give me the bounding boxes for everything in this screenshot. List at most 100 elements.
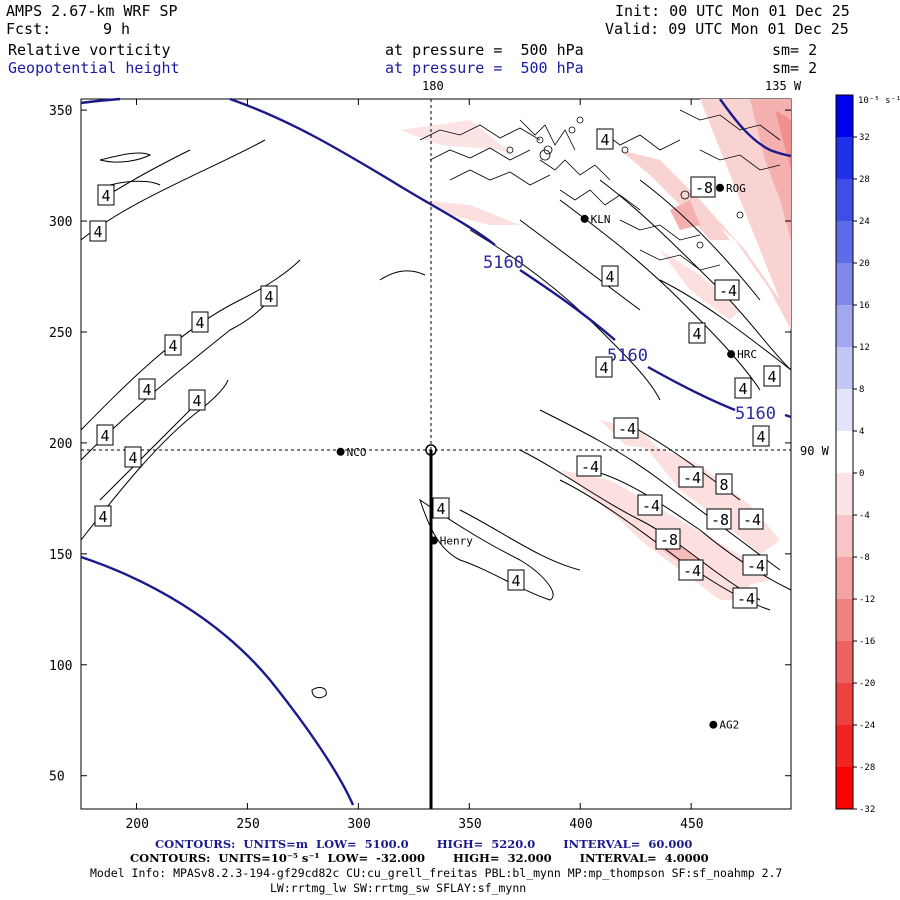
valid-time: Valid: 09 UTC Mon 01 Dec 25 bbox=[605, 20, 849, 38]
svg-text:4: 4 bbox=[129, 449, 138, 467]
negative-vorticity-label: -8 bbox=[706, 508, 732, 530]
field2-smoothing: sm= 2 bbox=[772, 59, 818, 77]
svg-text:4: 4 bbox=[143, 381, 152, 399]
x-tick-label: 250 bbox=[236, 817, 259, 832]
positive-vorticity-label: 4 bbox=[191, 311, 209, 333]
x-tick-label: 200 bbox=[125, 817, 148, 832]
field1-smoothing: sm= 2 bbox=[772, 41, 818, 59]
negative-vorticity-label: -4 bbox=[678, 466, 704, 488]
colorbar-swatch bbox=[836, 767, 853, 810]
colorbar-label: -12 bbox=[859, 595, 875, 605]
svg-text:4: 4 bbox=[101, 427, 110, 445]
svg-text:4: 4 bbox=[169, 337, 178, 355]
y-tick-label: 150 bbox=[49, 548, 72, 563]
height-contour-info: CONTOURS: UNITS=m LOW= 5100.0 HIGH= 5220… bbox=[155, 837, 693, 851]
colorbar-label: 28 bbox=[859, 175, 870, 185]
model-info-physics: LW:rrtmg_lw SW:rrtmg_sw SFLAY:sf_mynn bbox=[270, 881, 527, 895]
colorbar-swatch bbox=[836, 599, 853, 642]
map-axes: 200 250 300 350 400 450 350 300 250 200 150 100 50 bbox=[49, 99, 791, 832]
svg-text:-8: -8 bbox=[695, 179, 713, 197]
svg-text:-4: -4 bbox=[642, 497, 660, 515]
svg-text:4: 4 bbox=[601, 131, 610, 149]
colorbar-swatch bbox=[836, 725, 853, 768]
station-label: HRC bbox=[737, 348, 757, 361]
colorbar-swatch bbox=[836, 263, 853, 306]
svg-text:4: 4 bbox=[693, 325, 702, 343]
positive-vorticity-label: 4 bbox=[596, 128, 614, 150]
station-dot bbox=[716, 183, 724, 192]
colorbar-label: -16 bbox=[859, 637, 875, 647]
colorbar-swatch bbox=[836, 305, 853, 348]
colorbar-label: -24 bbox=[859, 721, 875, 731]
colorbar-swatch bbox=[836, 389, 853, 432]
y-tick-label: 300 bbox=[49, 215, 72, 230]
colorbar-swatch bbox=[836, 221, 853, 264]
station-label: NCO bbox=[347, 446, 367, 459]
field1-level: at pressure = 500 hPa bbox=[385, 41, 584, 59]
colorbar-swatch bbox=[836, 515, 853, 558]
x-tick-label: 300 bbox=[347, 817, 370, 832]
station-dot bbox=[709, 720, 718, 729]
negative-vorticity-label: -8 bbox=[655, 528, 681, 550]
colorbar-swatch bbox=[836, 557, 853, 600]
x-tick-label: 400 bbox=[569, 817, 592, 832]
lon-label-180: 180 bbox=[422, 79, 444, 93]
positive-vorticity-label: 4 bbox=[688, 322, 706, 344]
positive-vorticity-label: 4 bbox=[138, 378, 156, 400]
positive-vorticity-label: 4 bbox=[734, 377, 752, 399]
height-label: 5160 bbox=[735, 404, 776, 424]
colorbar-label: 32 bbox=[859, 133, 870, 143]
field2-name: Geopotential height bbox=[8, 59, 180, 77]
colorbar-swatch bbox=[836, 683, 853, 726]
svg-text:4: 4 bbox=[768, 368, 777, 386]
station-dot bbox=[336, 447, 345, 456]
positive-vorticity-label: 4 bbox=[124, 446, 142, 468]
svg-text:-8: -8 bbox=[711, 511, 729, 529]
vorticity-contour-cluster bbox=[419, 109, 781, 271]
positive-vorticity-label: 4 bbox=[763, 365, 781, 387]
negative-vorticity-label: -4 bbox=[738, 508, 764, 530]
svg-text:-4: -4 bbox=[581, 458, 599, 476]
negative-vorticity-label: -4 bbox=[678, 559, 704, 581]
colorbar-label: 24 bbox=[859, 217, 870, 227]
positive-vorticity-label: 4 bbox=[188, 389, 206, 411]
field2-level: at pressure = 500 hPa bbox=[385, 59, 584, 77]
colorbar-swatch bbox=[836, 95, 853, 138]
station-dot bbox=[429, 536, 438, 545]
south-pole-marker bbox=[425, 444, 437, 456]
geopotential-height-contours bbox=[80, 97, 792, 806]
colorbar-unit: 10⁻⁵ s⁻¹ bbox=[858, 96, 900, 106]
negative-vorticity-label: -4 bbox=[714, 279, 740, 301]
svg-text:4: 4 bbox=[437, 500, 446, 518]
colorbar-label: 12 bbox=[859, 343, 870, 353]
svg-text:4: 4 bbox=[512, 572, 521, 590]
colorbar-label: -28 bbox=[859, 763, 875, 773]
station-markers: NCO Henry AG2 HRC ROG KLN bbox=[336, 182, 757, 732]
height-label: 5160 bbox=[607, 346, 648, 366]
x-tick-label: 350 bbox=[458, 817, 481, 832]
vorticity-contour-info: CONTOURS: UNITS=10⁻⁵ s⁻¹ LOW= -32.000 HI… bbox=[130, 851, 709, 865]
svg-text:4: 4 bbox=[600, 359, 609, 377]
svg-text:-4: -4 bbox=[683, 562, 701, 580]
station-dot bbox=[727, 350, 736, 359]
svg-text:-4: -4 bbox=[618, 420, 636, 438]
colorbar-swatch bbox=[836, 641, 853, 684]
colorbar-label: -4 bbox=[859, 511, 870, 521]
positive-vorticity-label: 4 bbox=[164, 334, 182, 356]
station-dot bbox=[580, 214, 589, 223]
y-tick-label: 50 bbox=[49, 770, 65, 785]
colorbar-label: 8 bbox=[859, 385, 864, 395]
colorbar-swatch bbox=[836, 137, 853, 180]
init-time: Init: 00 UTC Mon 01 Dec 25 bbox=[615, 2, 850, 20]
svg-text:4: 4 bbox=[193, 392, 202, 410]
svg-text:4: 4 bbox=[94, 223, 103, 241]
forecast-value: 9 h bbox=[103, 20, 131, 38]
positive-vorticity-label: 4 bbox=[432, 497, 450, 519]
svg-text:4: 4 bbox=[196, 314, 205, 332]
station-label: KLN bbox=[591, 213, 611, 226]
colorbar-label: 20 bbox=[859, 259, 870, 269]
field1-name: Relative vorticity bbox=[8, 41, 171, 59]
svg-text:4: 4 bbox=[102, 187, 111, 205]
